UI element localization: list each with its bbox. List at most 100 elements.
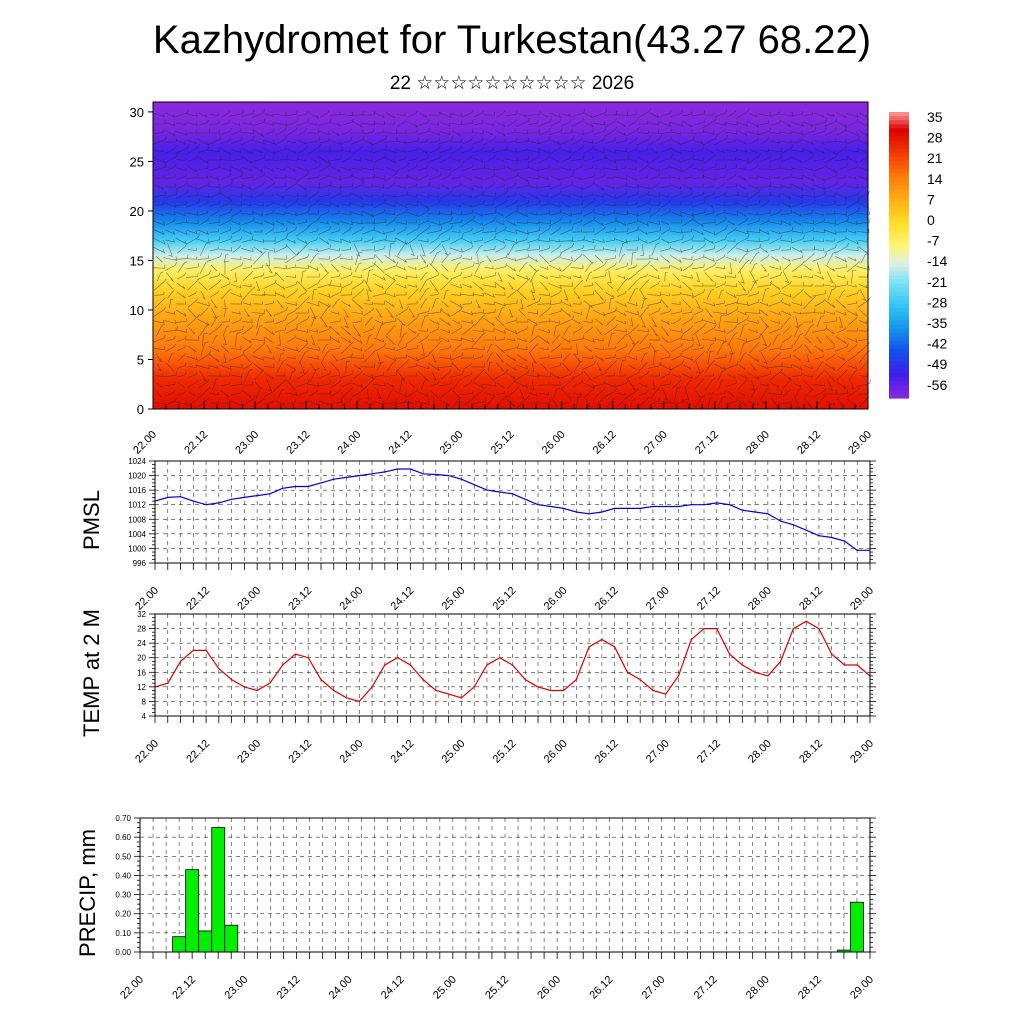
precip-ytick-label: 0.00 (115, 948, 131, 957)
pmsl-point (243, 496, 245, 499)
colorbar-swatch (889, 222, 909, 227)
pmsl-point (282, 487, 284, 489)
heatmap-xtick-label: 28.00 (744, 429, 772, 457)
pmsl-point (473, 484, 475, 486)
pmsl-point (601, 511, 603, 513)
pmsl-point (333, 478, 335, 480)
pmsl-point (780, 520, 782, 522)
colorbar-swatch (889, 120, 909, 125)
pmsl-point (575, 511, 577, 513)
colorbar-swatch (889, 291, 909, 297)
pmsl-point (677, 505, 680, 508)
temp2m-point (767, 675, 769, 677)
colorbar-label: 28 (927, 130, 943, 146)
temp2m-point (843, 664, 846, 666)
colorbar-swatch (889, 185, 909, 191)
temp2m-point (831, 653, 833, 655)
pmsl-xtick-label: 27.00 (644, 585, 672, 613)
precip-xtick-label: 22.00 (118, 974, 146, 1002)
temp2m-xtick-label: 27.00 (644, 738, 672, 766)
colorbar-label: -56 (927, 377, 947, 393)
colorbar-swatch (889, 218, 909, 223)
colorbar-label: 0 (927, 212, 935, 228)
colorbar-swatch (889, 344, 909, 350)
colorbar-swatch (889, 299, 909, 305)
temp2m-point (448, 693, 450, 695)
pmsl-point (767, 513, 769, 515)
pmsl-ytick-label: 1012 (128, 501, 146, 510)
temp2m-point (218, 668, 220, 670)
temp2m-point (396, 657, 399, 659)
temp2m-point (652, 689, 654, 692)
colorbar-swatch (889, 205, 909, 211)
colorbar-swatch (889, 255, 909, 260)
pmsl-point (703, 504, 705, 506)
pmsl-xtick-label: 27.12 (695, 585, 723, 613)
temp2m-point (537, 686, 539, 688)
precip-ytick-label: 0.20 (115, 910, 131, 919)
precip-xtick-label: 25.00 (431, 974, 459, 1002)
colorbar-label: -21 (927, 274, 947, 290)
colorbar-swatch (889, 357, 909, 362)
heatmap-xtick-label: 28.12 (795, 429, 823, 457)
pmsl-point (269, 493, 271, 495)
colorbar-swatch (889, 173, 909, 178)
heatmap-xtick-label: 24.12 (387, 429, 415, 457)
colorbar-swatch (889, 197, 909, 203)
temp2m-point (307, 657, 309, 659)
precip-bar (224, 924, 239, 953)
colorbar-swatch (889, 193, 909, 199)
temp2m-ytick-label: 16 (137, 668, 146, 677)
pmsl-xtick-label: 23.00 (235, 585, 263, 613)
pmsl-point (562, 507, 565, 509)
colorbar-swatch (889, 144, 909, 150)
temp2m-ylabel: TEMP at 2 M (79, 609, 104, 737)
pmsl-point (371, 473, 373, 475)
temp2m-point (639, 678, 641, 681)
colorbar-swatch (889, 340, 909, 346)
colorbar-swatch (889, 373, 909, 379)
precip-xtick-label: 26.12 (587, 974, 615, 1002)
colorbar-swatch (889, 259, 909, 264)
temp2m-point (486, 664, 488, 666)
pmsl-point (716, 502, 718, 504)
pmsl-point (256, 495, 258, 497)
pmsl-point (358, 474, 360, 477)
temp2m-point (371, 686, 373, 688)
pmsl-grid (154, 460, 871, 564)
colorbar-swatch (889, 242, 909, 248)
colorbar-label: 21 (927, 150, 943, 166)
pmsl-ylabel: PMSL (79, 490, 104, 550)
temp2m-point (741, 664, 743, 666)
pmsl-xtick-label: 22.12 (184, 585, 212, 613)
heatmap-xtick-label: 25.12 (489, 429, 517, 457)
heatmap-ytick-label: 15 (130, 253, 144, 268)
pmsl-point (639, 507, 641, 509)
heatmap-ytick-label: 30 (130, 105, 144, 120)
colorbar-swatch (889, 234, 909, 240)
heatmap-xtick-label: 27.00 (642, 429, 670, 457)
precip-bar (198, 930, 213, 953)
pmsl-ytick-label: 996 (133, 559, 147, 568)
pmsl-point (843, 540, 846, 542)
pmsl-xtick-label: 29.00 (848, 585, 876, 613)
pmsl-point (486, 489, 488, 491)
temp2m-xtick-label: 22.12 (184, 738, 212, 766)
temp2m-point (614, 646, 616, 648)
temp2m-point (703, 627, 705, 630)
heatmap-ytick-label: 25 (130, 154, 144, 169)
temp2m-point (231, 678, 233, 681)
pmsl-point (741, 509, 743, 511)
colorbar-swatch (889, 250, 909, 256)
temp2m-ytick-label: 12 (137, 683, 146, 692)
pmsl-xtick-label: 25.12 (491, 585, 519, 613)
colorbar-swatch (889, 361, 909, 366)
colorbar-label: -42 (927, 336, 947, 352)
temp2m-point (333, 689, 335, 692)
pmsl-xtick-label: 28.00 (746, 585, 774, 613)
pmsl-point (499, 491, 501, 493)
pmsl-point (537, 504, 539, 506)
temp2m-xtick-label: 23.00 (235, 738, 263, 766)
pmsl-point (588, 513, 590, 515)
pmsl-point (320, 482, 322, 484)
